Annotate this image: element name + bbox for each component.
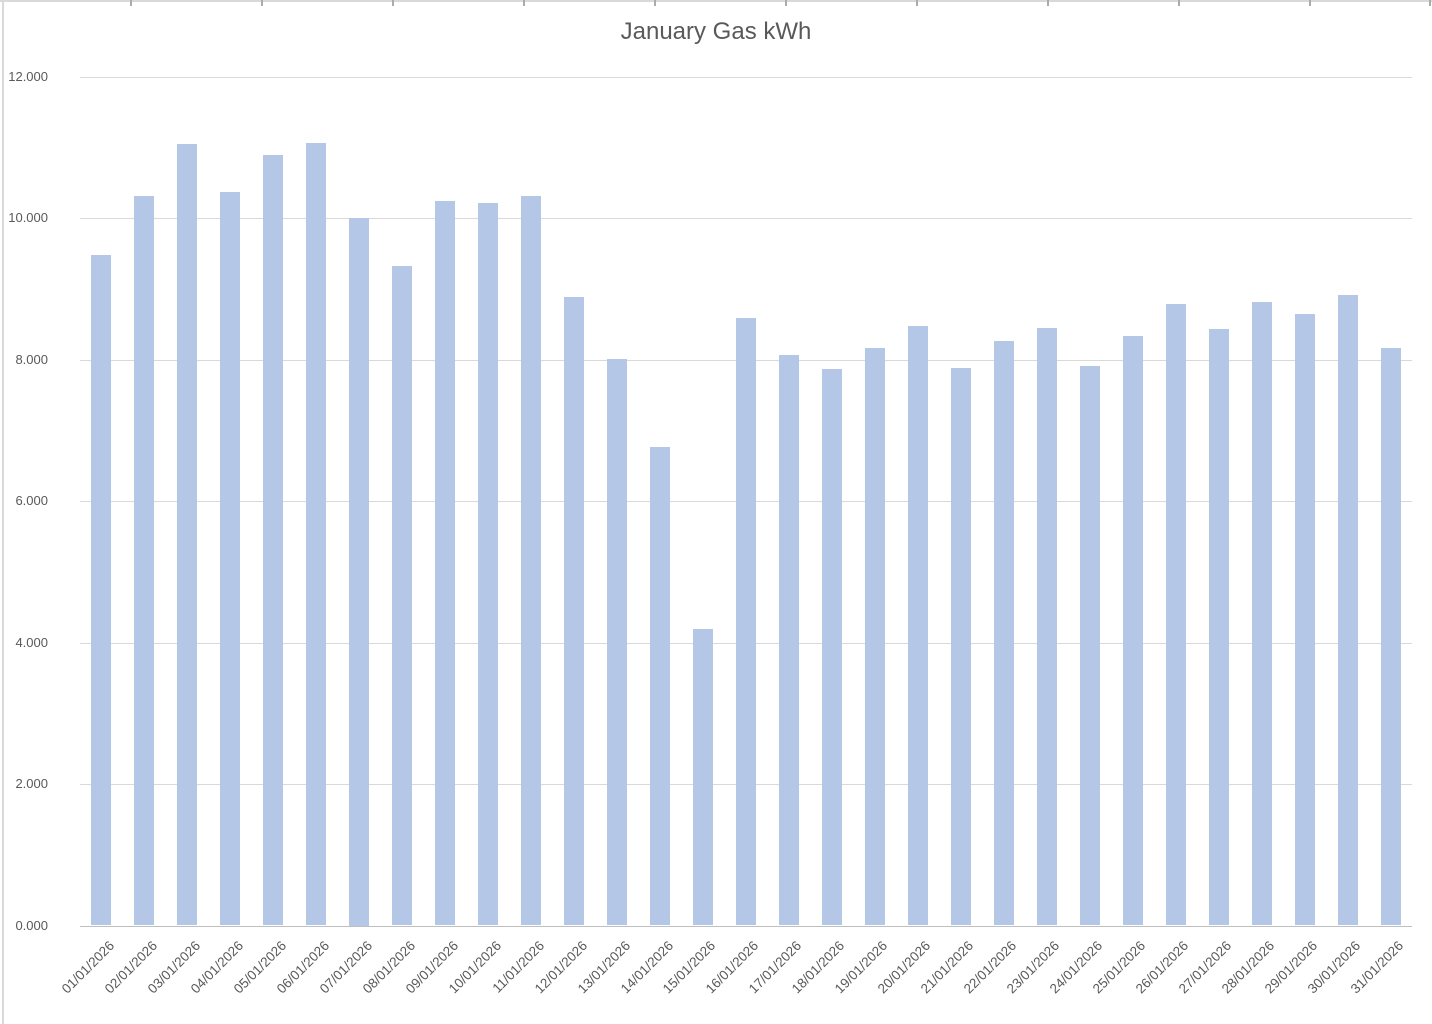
y-axis-tick-label: 4.000: [15, 634, 48, 650]
bar-10/01/2026[interactable]: [478, 203, 499, 926]
chart-title: January Gas kWh: [620, 18, 812, 45]
sheet-column-tick: [1309, 0, 1311, 6]
bar-17/01/2026[interactable]: [778, 354, 799, 926]
sheet-column-tick: [392, 0, 394, 6]
sheet-column-tick: [916, 0, 918, 6]
sheet-column-tick: [1429, 0, 1431, 6]
bar-31/01/2026[interactable]: [1380, 348, 1401, 926]
sheet-column-tick: [523, 0, 525, 6]
y-gridline: [80, 76, 1412, 78]
sheet-column-tick: [785, 0, 787, 6]
sheet-top-gridline: [0, 0, 1432, 2]
bar-16/01/2026[interactable]: [736, 318, 756, 926]
bar-11/01/2026[interactable]: [521, 196, 542, 926]
bar-13/01/2026[interactable]: [607, 358, 628, 926]
bar-30/01/2026[interactable]: [1337, 295, 1358, 926]
sheet-column-tick: [1047, 0, 1049, 6]
y-axis-tick-label: 12.000: [8, 68, 48, 84]
bar-22/01/2026[interactable]: [993, 341, 1014, 926]
bar-19/01/2026[interactable]: [864, 348, 885, 926]
sheet-left-gridline: [2, 0, 4, 1024]
bar-07/01/2026[interactable]: [349, 218, 370, 926]
bar-04/01/2026[interactable]: [220, 191, 241, 926]
x-axis-line: [80, 925, 1412, 927]
bar-01/01/2026[interactable]: [91, 254, 112, 926]
y-axis-tick-label: 6.000: [15, 493, 48, 508]
bar-08/01/2026[interactable]: [392, 266, 413, 926]
bar-26/01/2026[interactable]: [1165, 304, 1186, 926]
bar-09/01/2026[interactable]: [435, 201, 456, 926]
y-axis-tick-label: 8.000: [15, 351, 48, 367]
bar-24/01/2026[interactable]: [1079, 365, 1100, 926]
bar-27/01/2026[interactable]: [1208, 329, 1229, 926]
bar-18/01/2026[interactable]: [821, 368, 842, 926]
bar-14/01/2026[interactable]: [650, 447, 671, 926]
sheet-column-tick: [261, 0, 263, 6]
bar-21/01/2026[interactable]: [950, 367, 971, 926]
y-gridline: [80, 218, 1412, 219]
sheet-column-tick: [130, 0, 132, 6]
bar-15/01/2026[interactable]: [693, 629, 714, 926]
bar-05/01/2026[interactable]: [263, 155, 284, 926]
bar-02/01/2026[interactable]: [134, 196, 155, 926]
bar-12/01/2026[interactable]: [564, 296, 585, 926]
bar-06/01/2026[interactable]: [306, 143, 327, 926]
bar-29/01/2026[interactable]: [1294, 313, 1315, 926]
y-axis-tick-label: 0.000: [15, 917, 48, 933]
y-axis-tick-label: 2.000: [15, 776, 48, 791]
bar-28/01/2026[interactable]: [1251, 302, 1272, 926]
bar-20/01/2026[interactable]: [907, 326, 928, 926]
bar-25/01/2026[interactable]: [1122, 336, 1143, 926]
sheet-column-tick: [1178, 0, 1180, 6]
bar-23/01/2026[interactable]: [1036, 327, 1057, 926]
bar-03/01/2026[interactable]: [177, 144, 198, 926]
sheet-column-tick: [654, 0, 656, 6]
y-axis-tick-label: 10.000: [8, 210, 48, 225]
